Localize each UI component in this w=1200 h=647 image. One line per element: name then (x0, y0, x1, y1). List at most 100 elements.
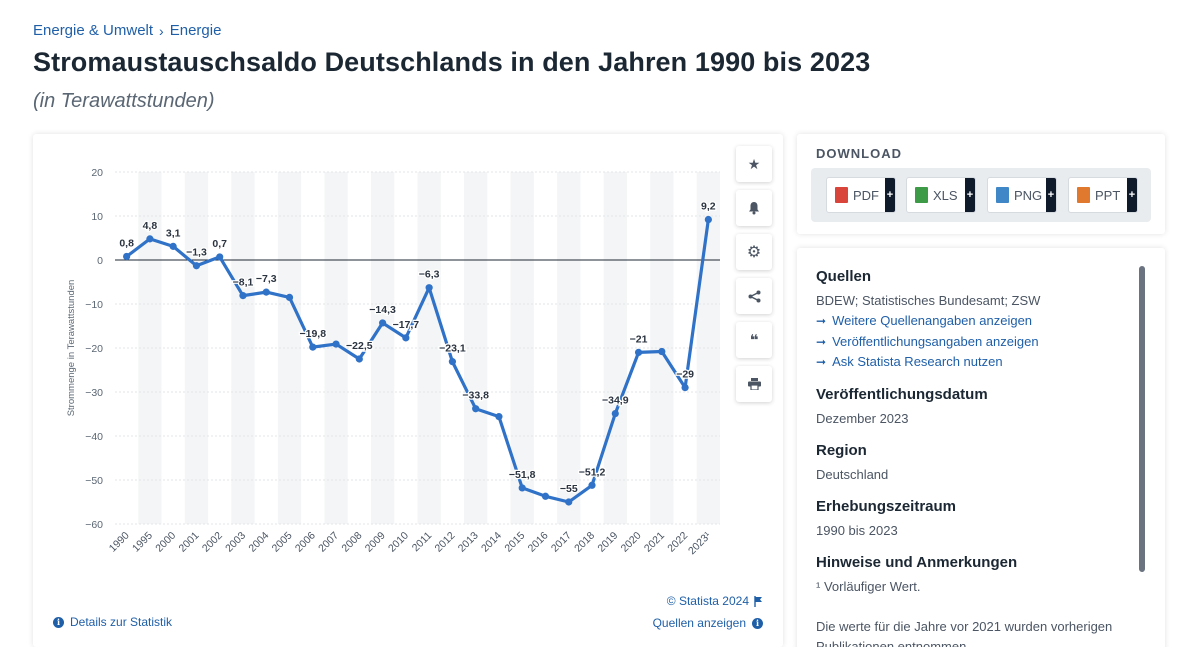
download-title: DOWNLOAD (816, 146, 902, 161)
more-sources-link[interactable]: ➞ Weitere Quellenangaben anzeigen (816, 311, 1136, 332)
info-icon: i (53, 616, 64, 628)
x-tick-label: 2023¹ (686, 529, 714, 557)
x-tick-label: 2019 (595, 530, 620, 555)
data-label: −34,9 (602, 395, 629, 407)
data-point (611, 409, 619, 418)
x-tick-label: 2021 (642, 530, 667, 555)
arrow-right-icon: ➞ (816, 334, 827, 349)
data-label: 4,8 (143, 220, 158, 232)
x-tick-label: 1995 (130, 530, 155, 555)
download-ppt-button[interactable]: PPT + (1068, 177, 1138, 213)
plus-icon: + (1046, 178, 1056, 212)
info-scrollbar[interactable] (1139, 266, 1145, 572)
download-xls-label: XLS (933, 187, 958, 203)
plus-icon: + (885, 178, 895, 212)
data-point (192, 262, 201, 270)
y-tick-label: −20 (85, 343, 103, 355)
ask-research-link[interactable]: ➞ Ask Statista Research nutzen (816, 352, 1136, 373)
x-tick-label: 2007 (316, 530, 341, 555)
column-band (277, 172, 302, 524)
pdf-file-icon (835, 187, 848, 203)
data-label: −21 (630, 333, 648, 345)
x-tick-label: 2009 (363, 530, 388, 555)
pubdate-heading: Veröffentlichungsdatum (816, 385, 988, 403)
region-heading: Region (816, 441, 867, 459)
period-section: Erhebungszeitraum 1990 bis 2023 (816, 498, 1136, 541)
data-label: −22,5 (346, 340, 373, 352)
x-tick-label: 2017 (549, 530, 574, 555)
data-label: −1,3 (186, 247, 207, 259)
y-tick-label: −50 (85, 475, 103, 487)
download-png-button[interactable]: PNG + (987, 177, 1057, 213)
download-pdf-button[interactable]: PDF + (826, 177, 896, 213)
data-point (169, 242, 177, 250)
x-tick-label: 2020 (619, 530, 644, 555)
x-tick-label: 2010 (386, 530, 411, 555)
ppt-file-icon (1077, 187, 1090, 203)
x-tick-label: 2002 (200, 530, 225, 555)
breadcrumb-separator: › (159, 22, 164, 39)
x-tick-label: 2014 (479, 530, 504, 555)
data-point (216, 253, 224, 261)
x-tick-label: 2003 (223, 530, 248, 555)
notes-heading: Hinweise und Anmerkungen (816, 553, 1018, 571)
favorite-button[interactable]: ★ (736, 146, 772, 182)
data-point (495, 413, 503, 421)
data-point (541, 492, 550, 500)
breadcrumb-item-energie-umwelt[interactable]: Energie & Umwelt (33, 22, 154, 39)
sources-heading: Quellen (816, 268, 872, 285)
plus-icon: + (1127, 178, 1137, 212)
data-label: 9,2 (701, 201, 716, 213)
star-icon: ★ (747, 155, 761, 172)
xls-file-icon (915, 187, 928, 203)
notes-text-2: Die werte für die Jahre vor 2021 wurden … (816, 618, 1113, 647)
data-label: −6,3 (419, 269, 440, 281)
share-icon (748, 290, 760, 302)
data-point (239, 292, 247, 300)
flag-icon (754, 595, 762, 607)
sources-text: BDEW; Statistisches Bundesamt; ZSW (816, 293, 1041, 308)
data-point (285, 293, 294, 301)
data-label: −29 (676, 369, 694, 381)
data-label: −17,7 (393, 319, 420, 331)
print-icon (747, 378, 761, 390)
cite-button[interactable]: ❝ (736, 322, 772, 358)
y-tick-label: −10 (85, 299, 103, 311)
arrow-right-icon: ➞ (816, 355, 827, 369)
breadcrumb-item-energie[interactable]: Energie (169, 22, 222, 39)
x-tick-label: 2006 (293, 530, 318, 555)
png-file-icon (996, 187, 1009, 203)
download-xls-button[interactable]: XLS + (906, 177, 976, 213)
notes-text: ¹ Vorläufiger Wert. (816, 578, 921, 594)
series-line (125, 217, 710, 504)
share-button[interactable] (736, 278, 772, 314)
ask-research-label: Ask Statista Research nutzen (832, 354, 1003, 369)
x-tick-label: 2015 (502, 530, 527, 555)
y-axis-label: Strommenge in Terawattstunden (66, 280, 77, 417)
period-text: 1990 bis 2023 (816, 522, 898, 538)
publication-info-link[interactable]: ➞ Veröffentlichungsangaben anzeigen (816, 332, 1136, 353)
x-tick-label: 2005 (270, 530, 295, 555)
copyright-link[interactable]: © Statista 2024 (667, 594, 763, 608)
x-tick-label: 1990 (107, 530, 132, 555)
y-tick-label: 0 (97, 255, 103, 267)
copyright-text: © Statista 2024 (666, 594, 749, 608)
page-title: Stromaustauschsaldo Deutschlands in den … (33, 47, 871, 77)
data-label: −55 (560, 483, 578, 495)
data-label: −51,8 (509, 469, 536, 481)
data-label: −8,1 (233, 277, 254, 289)
notes-section: Hinweise und Anmerkungen ¹ Vorläufiger W… (816, 554, 1136, 647)
details-link[interactable]: i Details zur Statistik (53, 615, 172, 629)
x-tick-label: 2022 (665, 530, 690, 555)
breadcrumb: Energie & Umwelt › Energie (33, 22, 221, 39)
data-point (146, 235, 154, 243)
y-tick-label: −30 (85, 387, 103, 399)
sources-link[interactable]: Quellen anzeigen i (653, 616, 763, 630)
data-point (425, 284, 433, 292)
notification-button[interactable] (736, 190, 772, 226)
settings-button[interactable]: ⚙ (736, 234, 772, 270)
print-button[interactable] (736, 366, 772, 402)
data-point (355, 355, 363, 363)
